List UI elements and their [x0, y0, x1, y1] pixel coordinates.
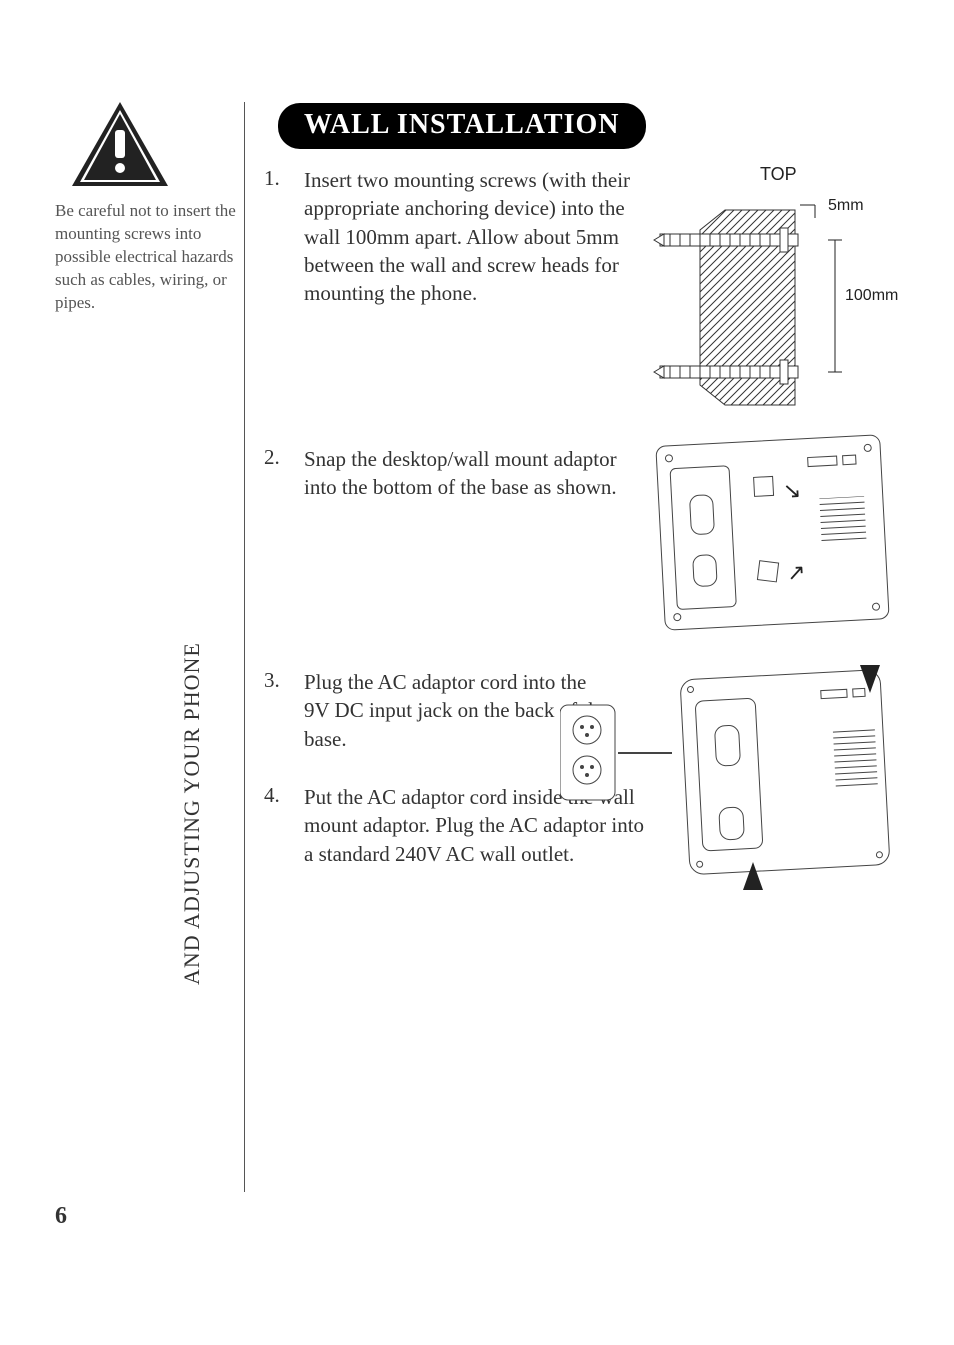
warning-icon — [70, 100, 170, 195]
step-2: 2. Snap the desktop/wall mount adaptor i… — [264, 445, 634, 502]
fig1-top-label: TOP — [760, 164, 797, 184]
step-number: 2. — [264, 445, 288, 502]
section-title: WALL INSTALLATION — [278, 103, 646, 149]
vertical-chapter-subtitle: AND ADJUSTING YOUR PHONE — [179, 642, 205, 985]
figure-plug-outlet — [560, 665, 895, 890]
step-text: Snap the desktop/wall mount adaptor into… — [304, 445, 634, 502]
caution-text: Be careful not to insert the mounting sc… — [55, 200, 255, 315]
step-number: 3. — [264, 668, 288, 753]
step-number: 1. — [264, 166, 288, 308]
step-number: 4. — [264, 783, 288, 868]
svg-text:5mm: 5mm — [828, 197, 864, 214]
figure-wall-screws: TOP — [640, 160, 900, 420]
figure-base-bottom: ↘ ↗ — [655, 434, 889, 631]
step-text: Insert two mounting screws (with their a… — [304, 166, 654, 308]
svg-text:100mm: 100mm — [845, 287, 898, 304]
arrow-icon: ↘ — [782, 477, 802, 504]
page-number: 6 — [55, 1203, 67, 1230]
arrow-icon: ↗ — [786, 559, 806, 586]
step-1: 1. Insert two mounting screws (with thei… — [264, 166, 654, 308]
vertical-divider — [244, 102, 245, 1192]
